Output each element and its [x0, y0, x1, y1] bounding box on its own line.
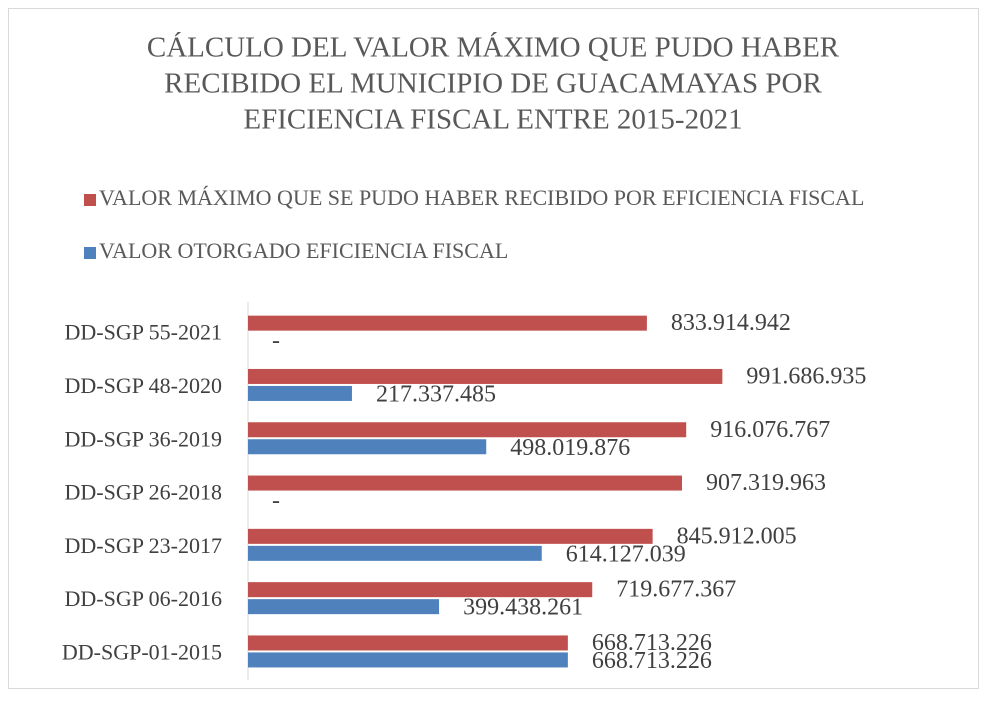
- y-tick-label: DD-SGP 36-2019: [65, 426, 222, 451]
- bar: [248, 315, 647, 331]
- chart-border: [8, 8, 979, 689]
- value-label: 217.337.485: [376, 381, 496, 407]
- value-label: 399.438.261: [463, 595, 583, 621]
- value-label: 907.319.963: [706, 470, 826, 496]
- bar: [248, 368, 723, 384]
- bar: [248, 652, 568, 668]
- legend-swatch: [84, 194, 96, 206]
- y-tick-label: DD-SGP-01-2015: [62, 639, 222, 664]
- y-tick-label: DD-SGP 55-2021: [65, 320, 222, 345]
- bar: [248, 528, 653, 544]
- value-label: 498.019.876: [510, 435, 630, 461]
- bar: [248, 635, 568, 651]
- chart-title: RECIBIDO EL MUNICIPIO DE GUACAMAYAS POR: [164, 68, 822, 100]
- chart-title: CÁLCULO DEL VALOR MÁXIMO QUE PUDO HABER: [147, 31, 840, 64]
- bar: [248, 599, 440, 615]
- value-label: 833.914.942: [671, 310, 791, 336]
- value-label: 668.713.226: [592, 630, 712, 656]
- value-label: 719.677.367: [616, 577, 736, 603]
- bar: [248, 385, 352, 401]
- y-tick-label: DD-SGP 23-2017: [65, 533, 222, 558]
- value-label: 916.076.767: [710, 417, 830, 443]
- bar: [248, 475, 683, 491]
- legend-label: VALOR OTORGADO EFICIENCIA FISCAL: [99, 238, 508, 263]
- legend-swatch: [84, 247, 96, 259]
- chart-title: EFICIENCIA FISCAL ENTRE 2015-2021: [243, 104, 742, 136]
- bar: [248, 545, 542, 561]
- bar: [248, 422, 687, 438]
- y-tick-label: DD-SGP 48-2020: [65, 373, 222, 398]
- bar: [248, 439, 487, 455]
- value-label: 668.713.226: [592, 648, 712, 674]
- bar: [248, 582, 593, 598]
- value-label: -: [272, 488, 280, 514]
- y-tick-label: DD-SGP 26-2018: [65, 480, 222, 505]
- value-label: -: [272, 328, 280, 354]
- value-label: 845.912.005: [677, 523, 797, 549]
- y-tick-label: DD-SGP 06-2016: [65, 586, 222, 611]
- value-label: 614.127.039: [566, 541, 686, 567]
- legend-label: VALOR MÁXIMO QUE SE PUDO HABER RECIBIDO …: [99, 185, 864, 210]
- value-label: 991.686.935: [746, 363, 866, 389]
